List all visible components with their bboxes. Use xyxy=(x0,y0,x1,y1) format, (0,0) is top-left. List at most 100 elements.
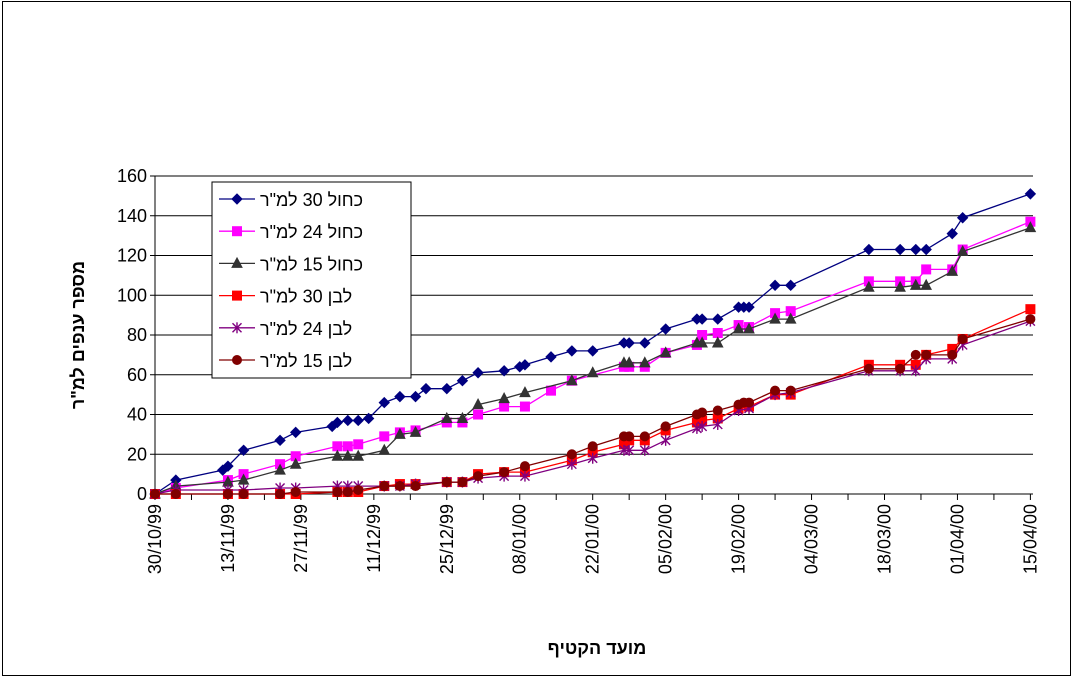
triangle-marker xyxy=(498,392,510,404)
diamond-marker xyxy=(274,434,286,447)
x-tick-label: 22/01/00 xyxy=(583,504,603,574)
circle-marker xyxy=(394,481,405,492)
triangle-marker xyxy=(519,386,531,398)
triangle-marker xyxy=(352,449,365,461)
diamond-marker xyxy=(352,414,364,427)
triangle-marker xyxy=(623,356,636,368)
asterisk-marker xyxy=(910,365,921,377)
x-tick-label: 30/10/99 xyxy=(145,504,165,574)
diamond-marker xyxy=(623,337,635,349)
legend-entry: כחול 24 למ"ר xyxy=(219,222,363,242)
diamond-marker xyxy=(639,337,651,349)
diamond-marker xyxy=(712,313,724,325)
legend-label: כחול 30 למ"ר xyxy=(260,190,363,210)
triangle-marker xyxy=(659,346,672,358)
diamond-marker xyxy=(472,367,484,379)
legend-entry: לבן 30 למ"ר xyxy=(219,287,352,307)
circle-marker xyxy=(910,349,921,360)
x-tick-label: 27/11/99 xyxy=(291,504,311,573)
triangle-marker xyxy=(638,356,651,368)
square-marker xyxy=(519,401,530,412)
diamond-marker xyxy=(956,212,969,224)
y-tick-label: 120 xyxy=(117,246,147,266)
x-tick-label: 11/12/99 xyxy=(364,504,384,573)
circle-marker xyxy=(473,471,484,482)
legend-entry: כחול 30 למ"ר xyxy=(219,190,363,210)
series-1 xyxy=(149,188,1037,500)
triangle-marker xyxy=(920,278,933,290)
circle-marker xyxy=(921,349,932,360)
y-axis-label: מספר ענפים למ"ר xyxy=(68,261,88,409)
circle-marker xyxy=(639,431,650,442)
asterisk-marker xyxy=(624,444,635,456)
square-marker xyxy=(353,439,364,450)
circle-marker xyxy=(499,467,510,478)
diamond-marker xyxy=(237,444,250,456)
x-tick-label: 15/04/00 xyxy=(1020,504,1040,574)
square-marker xyxy=(1025,304,1036,315)
diamond-marker xyxy=(769,279,781,292)
x-tick-label: 01/04/00 xyxy=(947,504,967,574)
triangle-marker xyxy=(472,397,484,410)
circle-marker xyxy=(379,481,390,492)
y-tick-label: 0 xyxy=(137,484,147,504)
x-tick-label: 19/02/00 xyxy=(729,504,749,574)
triangle-marker xyxy=(894,280,906,292)
diamond-marker xyxy=(910,243,922,256)
triangle-marker xyxy=(289,457,302,469)
circle-marker xyxy=(353,485,364,496)
diamond-marker xyxy=(394,390,406,403)
square-marker xyxy=(232,290,242,301)
square-marker xyxy=(546,385,557,396)
triangle-marker xyxy=(394,427,406,439)
legend-label: לבן 15 למ"ר xyxy=(260,351,352,371)
legend-label: כחול 24 למ"ר xyxy=(260,222,363,242)
diamond-marker xyxy=(331,416,344,429)
circle-marker xyxy=(785,385,796,396)
diamond-marker xyxy=(362,412,375,425)
triangle-marker xyxy=(696,336,708,348)
y-tick-label: 80 xyxy=(127,325,147,345)
circle-marker xyxy=(290,487,301,498)
circle-marker xyxy=(441,477,452,488)
circle-marker xyxy=(660,421,671,432)
y-tick-label: 60 xyxy=(127,365,147,385)
diamond-marker xyxy=(441,382,453,395)
asterisk-marker xyxy=(660,434,671,446)
square-marker xyxy=(499,401,510,412)
asterisk-marker xyxy=(712,418,723,430)
data-series xyxy=(149,188,1037,500)
y-tick-label: 40 xyxy=(127,405,147,425)
circle-marker xyxy=(332,487,343,498)
x-tick-label: 04/03/00 xyxy=(802,504,822,574)
line-chart: 0 20 40 60 80 100 120 140 160 30/10/99 13/11/99 27/… xyxy=(68,166,1040,658)
diamond-marker xyxy=(894,243,906,256)
diamond-marker xyxy=(498,365,510,377)
circle-marker xyxy=(770,385,781,396)
diamond-marker xyxy=(456,375,469,387)
asterisk-marker xyxy=(566,458,577,470)
triangle-marker xyxy=(274,463,286,475)
circle-marker xyxy=(566,449,577,460)
diamond-marker xyxy=(1024,188,1037,200)
x-tick-label: 18/03/00 xyxy=(874,504,894,574)
x-tick-label: 25/12/99 xyxy=(437,504,457,574)
y-tick-label: 140 xyxy=(117,206,147,226)
legend-label: לבן 24 למ"ר xyxy=(260,319,352,339)
circle-marker xyxy=(712,405,723,416)
circle-marker xyxy=(232,355,242,365)
circle-marker xyxy=(863,363,874,374)
circle-marker xyxy=(170,489,181,499)
triangle-marker xyxy=(946,264,959,276)
circle-marker xyxy=(342,487,353,498)
circle-marker xyxy=(947,349,958,360)
x-tick-label: 08/01/00 xyxy=(510,504,530,574)
legend-entry: לבן 24 למ"ר xyxy=(219,319,352,339)
diamond-marker xyxy=(696,313,708,325)
triangle-marker xyxy=(743,322,755,334)
square-marker xyxy=(342,441,353,452)
square-marker xyxy=(473,409,484,420)
square-marker xyxy=(379,431,390,442)
circle-marker xyxy=(275,489,286,499)
